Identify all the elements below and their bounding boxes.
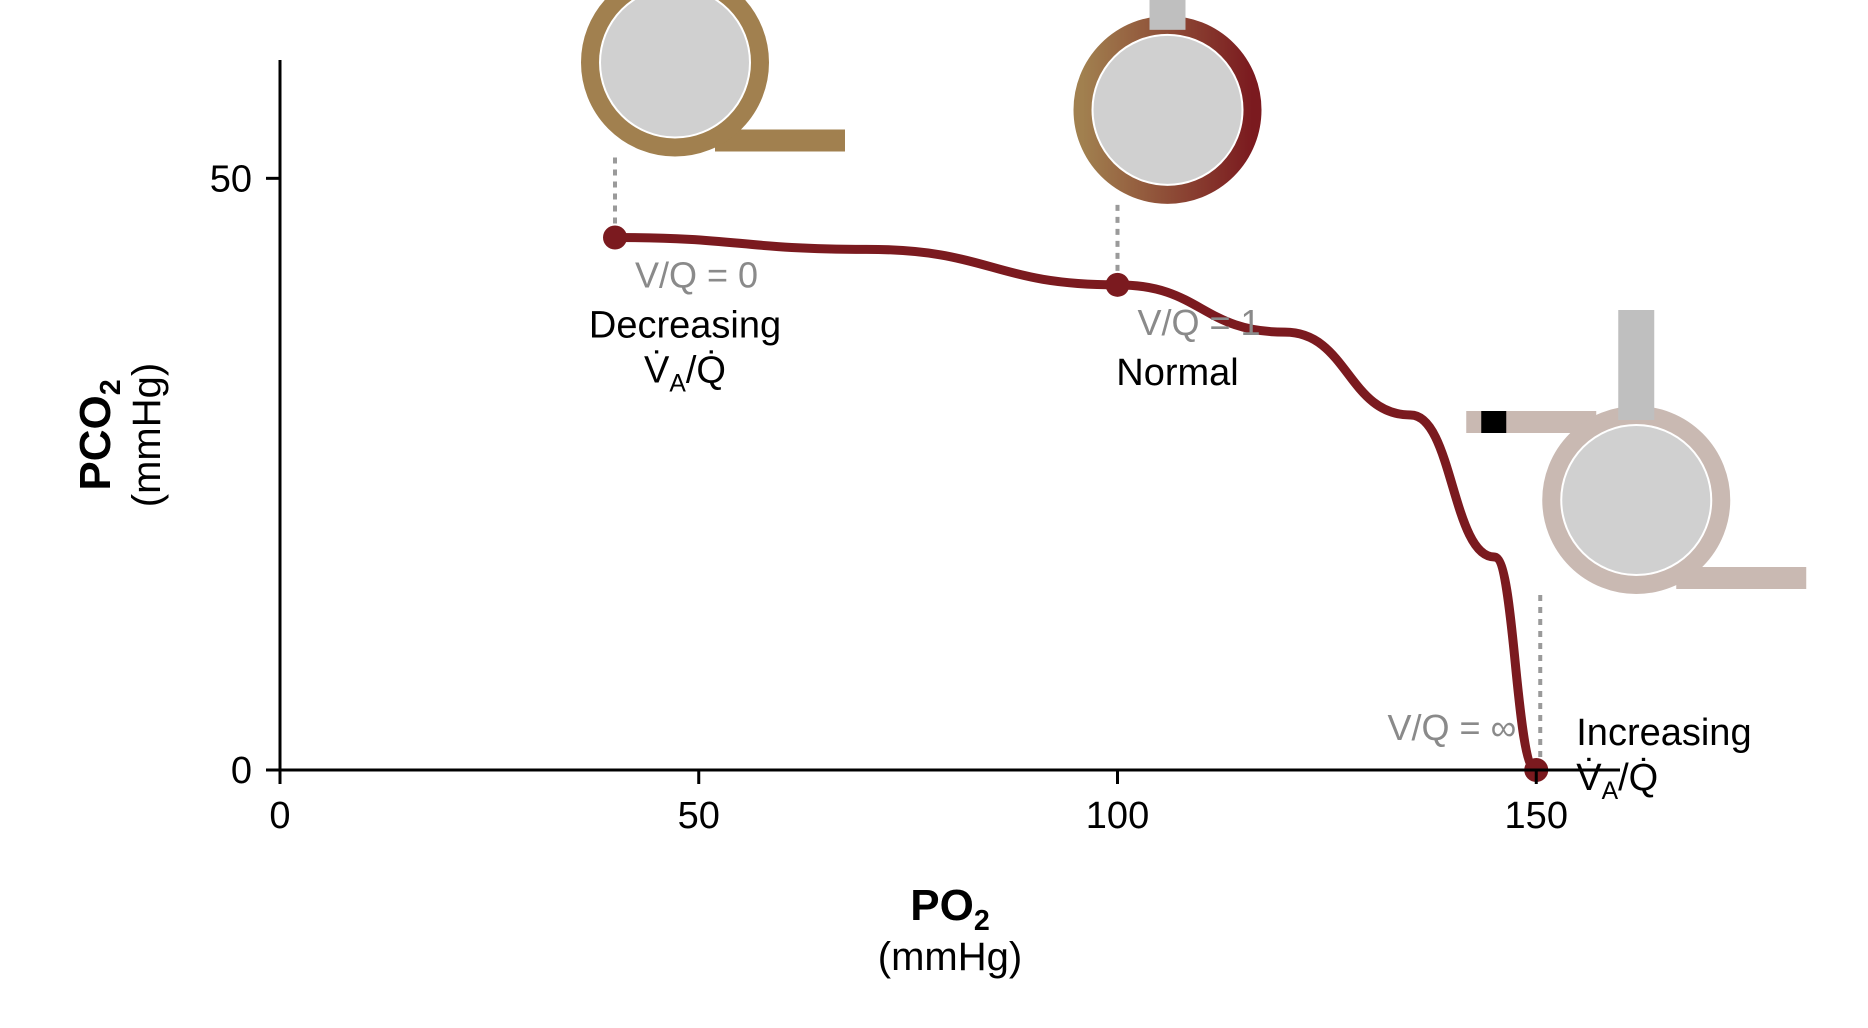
y-axis-title: PCO2 (71, 379, 127, 490)
x-axis-title: PO2 (910, 881, 989, 937)
alveolus-deadspace-icon (1466, 310, 1806, 585)
vq-label-1: V/Q = 1 (1138, 302, 1261, 343)
x-tick-label: 0 (269, 795, 290, 837)
x-tick-label: 50 (678, 795, 720, 837)
vq-label-2: V/Q = ∞ (1388, 707, 1517, 748)
y-tick-label: 50 (210, 158, 252, 200)
curve-marker (1106, 273, 1130, 297)
x-tick-label: 150 (1505, 795, 1568, 837)
marker-text-vaq-2: V̇A/Q̇ (1576, 756, 1658, 804)
y-axis-unit: (mmHg) (125, 363, 169, 507)
y-tick-label: 0 (231, 750, 252, 792)
vq-label-0: V/Q = 0 (635, 255, 758, 296)
x-axis-unit: (mmHg) (878, 935, 1022, 979)
vq-ratio-chart: 050100150050PO2(mmHg)PCO2(mmHg)V/Q = 0De… (0, 0, 1868, 1028)
marker-text-increasing: Increasing (1576, 712, 1751, 754)
marker-text-decreasing: Decreasing (589, 305, 781, 347)
curve-marker (603, 226, 627, 250)
x-tick-label: 100 (1086, 795, 1149, 837)
alveolus-shunt-icon (505, 0, 845, 148)
marker-text-normal: Normal (1116, 352, 1238, 394)
marker-text-vaq-0: V̇A/Q̇ (644, 349, 726, 397)
alveolus-normal-icon (998, 0, 1338, 195)
